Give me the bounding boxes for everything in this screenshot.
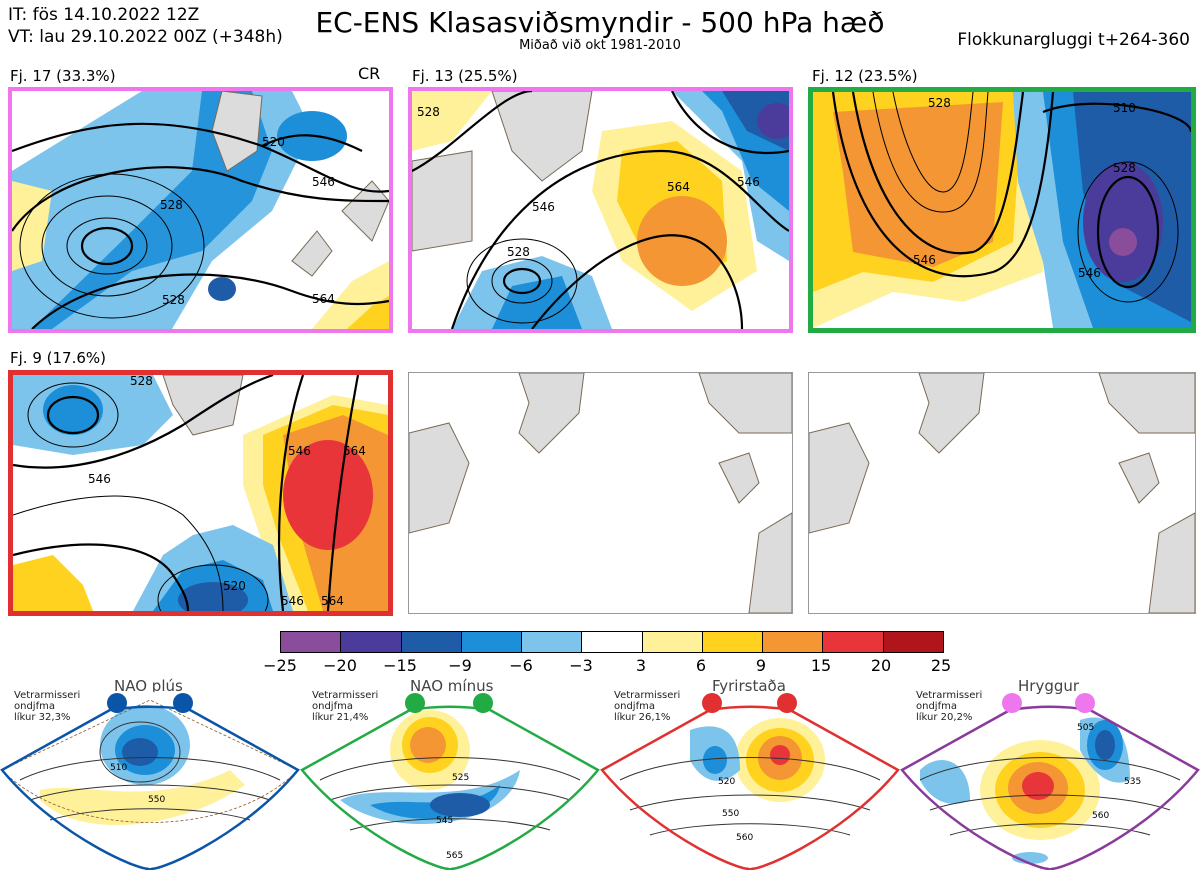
- colorbar-label: −6: [509, 656, 533, 675]
- contour-label: 520: [223, 579, 246, 593]
- regime-2-dot: [405, 693, 425, 713]
- regime-1-dot: [173, 693, 193, 713]
- valid-time: VT: lau 29.10.2022 00Z (+348h): [8, 27, 283, 47]
- regime-3-dot: [777, 693, 797, 713]
- contour-label: 505: [1077, 723, 1094, 733]
- contour-label: 528: [160, 198, 183, 212]
- colorbar-label: 9: [755, 656, 767, 675]
- colorbar-swatch: [461, 632, 523, 652]
- contour-label: 550: [722, 809, 739, 819]
- colorbar-label: −25: [263, 656, 297, 675]
- colorbar-label: 15: [810, 656, 832, 675]
- regime-4-map: 505 535 560: [900, 705, 1200, 870]
- colorbar-label: −9: [448, 656, 472, 675]
- colorbar-swatch: [702, 632, 764, 652]
- regime-4-info: Vetrarmisseri ondjfma líkur 20,2%: [916, 690, 983, 723]
- contour-label: 510: [1113, 101, 1136, 115]
- contour-label: 520: [718, 777, 735, 787]
- regime-4-title: Hryggur: [1018, 677, 1080, 695]
- contour-label: 528: [130, 375, 153, 388]
- contour-label: 560: [736, 833, 753, 843]
- regime-2-dot: [473, 693, 493, 713]
- contour-label: 550: [148, 795, 165, 805]
- cluster-map-3: 528 510 528 546 546: [808, 87, 1196, 333]
- cluster-map-2: 528 528 546 564 546: [408, 87, 793, 333]
- regime-3-info: Vetrarmisseri ondjfma líkur 26,1%: [614, 690, 681, 723]
- contour-label: 546: [1078, 266, 1101, 280]
- regime-2-map: 525 545 565: [300, 705, 600, 870]
- colorbar-label: 3: [635, 656, 647, 675]
- contour-label: 565: [446, 851, 463, 861]
- colorbar-label: 25: [930, 656, 952, 675]
- contour-label: 545: [436, 816, 453, 826]
- colorbar-swatch: [582, 632, 643, 652]
- colorbar-swatch: [883, 632, 943, 652]
- colorbar-swatch: [341, 632, 402, 652]
- contour-label: 546: [312, 175, 335, 189]
- contour-label: 546: [288, 444, 311, 458]
- regime-1-dot: [107, 693, 127, 713]
- contour-label: 546: [532, 200, 555, 214]
- contour-label: 564: [321, 594, 344, 608]
- regime-1-map: 510 550: [0, 690, 300, 870]
- contour-label: 546: [737, 175, 760, 189]
- contour-label: 525: [452, 773, 469, 783]
- cluster-3-label: Fj. 12 (23.5%): [812, 67, 918, 85]
- regime-4-dot: [1075, 693, 1095, 713]
- colorbar: [280, 631, 944, 653]
- contour-label: 560: [1092, 811, 1109, 821]
- colorbar-swatch: [763, 632, 824, 652]
- page-title: EC-ENS Klasasviðsmyndir - 500 hPa hæð: [315, 6, 885, 39]
- colorbar-swatch: [642, 632, 703, 652]
- contour-label: 546: [88, 472, 111, 486]
- contour-label: 528: [928, 96, 951, 110]
- cluster-1-label: Fj. 17 (33.3%): [10, 67, 116, 85]
- contour-label: 564: [343, 444, 366, 458]
- cluster-1-tag: CR: [358, 64, 381, 83]
- cluster-map-4: 528 546 546 564 520 546 564: [8, 370, 393, 616]
- regime-4-dot: [1002, 693, 1022, 713]
- colorbar-swatch: [401, 632, 462, 652]
- contour-label: 520: [262, 135, 285, 149]
- contour-label: 528: [1113, 161, 1136, 175]
- header-left: IT: fös 14.10.2022 12Z VT: lau 29.10.202…: [8, 4, 283, 48]
- colorbar-label: 20: [870, 656, 892, 675]
- colorbar-label: −15: [383, 656, 417, 675]
- contour-label: 535: [1124, 777, 1141, 787]
- contour-label: 546: [281, 594, 304, 608]
- cluster-2-label: Fj. 13 (25.5%): [412, 67, 518, 85]
- regime-2-title: NAO mínus: [410, 677, 494, 695]
- contour-label: 528: [507, 245, 530, 259]
- empty-map-1: [408, 372, 793, 614]
- colorbar-label: −3: [569, 656, 593, 675]
- contour-label: 564: [312, 292, 335, 306]
- colorbar-swatch: [522, 632, 583, 652]
- window-label: Flokkunargluggi t+264-360: [957, 30, 1190, 50]
- contour-label: 564: [667, 180, 690, 194]
- cluster-map-1: 528 520 546 528 564: [8, 87, 393, 333]
- colorbar-label: −20: [323, 656, 357, 675]
- initial-time: IT: fös 14.10.2022 12Z: [8, 5, 200, 25]
- contour-label: 528: [162, 293, 185, 307]
- regime-3-dot: [702, 693, 722, 713]
- regime-1-title: NAO plús: [114, 677, 183, 695]
- empty-map-2: [808, 372, 1196, 614]
- cluster-4-label: Fj. 9 (17.6%): [10, 349, 106, 367]
- colorbar-label: 6: [695, 656, 707, 675]
- colorbar-swatch: [281, 632, 342, 652]
- contour-label: 510: [110, 763, 127, 773]
- contour-label: 528: [417, 105, 440, 119]
- page-subtitle: Miðað við okt 1981-2010: [519, 38, 681, 53]
- regime-3-title: Fyrirstaða: [712, 677, 786, 695]
- regime-2-info: Vetrarmisseri ondjfma líkur 21,4%: [312, 690, 379, 723]
- colorbar-swatch: [823, 632, 884, 652]
- contour-label: 546: [913, 253, 936, 267]
- regime-3-map: 520 550 560: [600, 705, 900, 870]
- regime-1-info: Vetrarmisseri ondjfma líkur 32,3%: [14, 690, 81, 723]
